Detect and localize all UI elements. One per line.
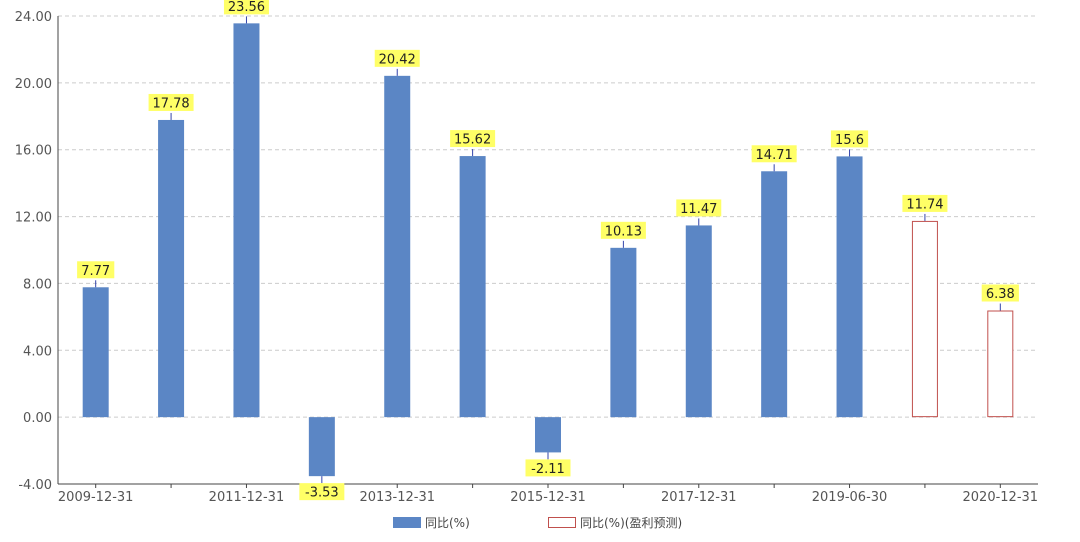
- data-label: 20.42: [379, 52, 416, 67]
- data-labels: 7.77 17.78 23.56 -3.53 20.42 15.62 -2.11 10.13 1…: [77, 0, 1019, 501]
- data-label-box: [450, 130, 496, 148]
- gridlines: [58, 15, 1038, 418]
- data-label-box: [676, 199, 722, 217]
- forecast-bar: [987, 310, 1014, 418]
- data-label: 10.13: [605, 224, 642, 239]
- bar: [308, 417, 335, 477]
- bar: [836, 156, 863, 418]
- x-tick-label: 2013-12-31: [359, 490, 435, 505]
- data-label-box: [148, 93, 194, 111]
- data-label: 6.38: [986, 287, 1015, 302]
- data-label: 15.6: [835, 133, 864, 148]
- y-tick-label: 20.00: [15, 77, 52, 92]
- legend-label: 同比(%)(盈利预测): [580, 516, 682, 530]
- legend-swatch: [393, 517, 421, 528]
- data-label-box: [374, 49, 420, 67]
- y-tick-label: 4.00: [23, 344, 52, 359]
- y-tick-labels: 24.00 20.00 16.00 12.00 8.00 4.00 0.00 -4.00: [15, 10, 52, 493]
- legend-label: 同比(%): [425, 516, 470, 530]
- x-tick-labels: 2009-12-31 2011-12-31 2013-12-31 2015-12-31…: [58, 484, 1038, 505]
- bar: [610, 247, 637, 418]
- data-label-box: [525, 459, 571, 477]
- bar: [82, 287, 109, 418]
- legend-item[interactable]: 同比(%)(盈利预测): [548, 516, 683, 530]
- data-label: 11.74: [906, 197, 943, 212]
- x-tick-label: 2009-12-31: [58, 490, 134, 505]
- y-tick-label: 24.00: [15, 10, 52, 25]
- data-label-box: [600, 221, 646, 239]
- data-label: 17.78: [152, 96, 189, 111]
- axes: [57, 16, 1038, 485]
- data-label-box: [77, 261, 115, 279]
- x-tick-label: 2017-12-31: [661, 490, 737, 505]
- y-tick-label: 12.00: [15, 211, 52, 226]
- data-label-box: [981, 284, 1019, 302]
- data-label-box: [223, 0, 269, 15]
- legend-item[interactable]: 同比(%): [393, 516, 470, 530]
- data-label-box: [299, 483, 345, 501]
- bars: [82, 23, 1014, 477]
- x-tick-label: 2011-12-31: [209, 490, 285, 505]
- bar: [233, 23, 260, 418]
- y-tick-label: 16.00: [15, 144, 52, 159]
- data-label: 15.62: [454, 133, 491, 148]
- bar: [535, 417, 561, 453]
- data-label-box: [830, 130, 869, 148]
- bar: [459, 156, 486, 418]
- x-tick-label: 2019-06-30: [812, 490, 888, 505]
- y-tick-label: 0.00: [23, 411, 52, 426]
- data-label: 7.77: [81, 264, 110, 279]
- data-label-box: [902, 194, 948, 212]
- bar: [685, 225, 712, 418]
- bar: [384, 75, 411, 418]
- legend-swatch: [548, 517, 576, 528]
- bar: [158, 119, 185, 418]
- data-label: 11.47: [680, 202, 717, 217]
- y-tick-label: -4.00: [18, 478, 52, 493]
- data-label: -3.53: [305, 486, 339, 501]
- legend[interactable]: 同比(%) 同比(%)(盈利预测): [393, 516, 682, 530]
- x-tick-label: 2015-12-31: [510, 490, 586, 505]
- data-label-box: [751, 145, 797, 163]
- data-label: 14.71: [756, 148, 793, 163]
- bar: [761, 171, 788, 418]
- forecast-bar: [911, 220, 938, 418]
- x-tick-label: 2020-12-31: [963, 490, 1039, 505]
- data-label: 23.56: [228, 0, 265, 15]
- data-label: -2.11: [531, 462, 565, 477]
- y-tick-label: 8.00: [23, 277, 52, 292]
